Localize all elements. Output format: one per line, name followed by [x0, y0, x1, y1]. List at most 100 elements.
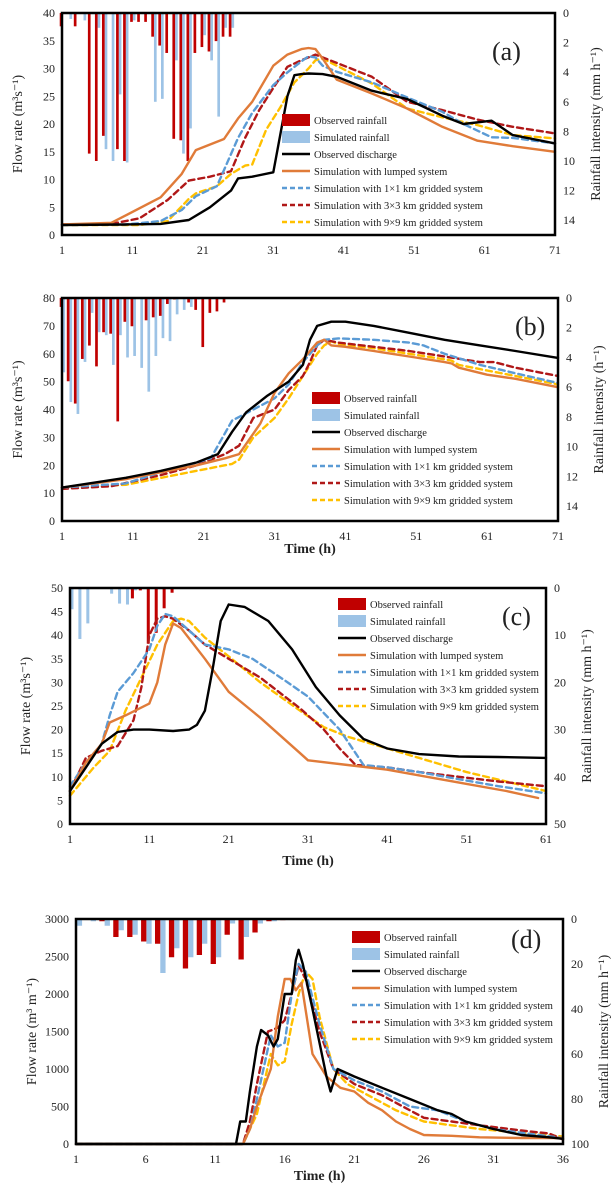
series-line-lumped: [60, 46, 557, 226]
observed-rainfall-bar: [208, 298, 212, 313]
observed-rainfall-bar: [109, 298, 113, 334]
observed-rainfall-bar: [201, 298, 205, 348]
legend-item-observed-discharge: Observed discharge: [352, 967, 467, 978]
observed-rainfall-bar: [158, 298, 162, 316]
y-tick-label: 80: [43, 291, 55, 305]
observed-rainfall-bar: [141, 919, 147, 942]
simulated-rainfall-bar: [104, 919, 110, 926]
y2-axis-label: Rainfall intensity (mm h⁻¹): [580, 629, 595, 783]
series-line-lumped: [60, 338, 560, 489]
plot-frame: [74, 917, 565, 1146]
panel-label: (b): [515, 312, 545, 341]
y-tick-label: 2500: [45, 950, 69, 964]
legend-item-simulated-rainfall: Simulated rainfall: [312, 409, 420, 422]
legend-text: Simulation with 9×9 km gridded system: [370, 702, 539, 713]
y2-tick-label: 20: [554, 675, 566, 689]
observed-rainfall-bar: [113, 919, 119, 937]
observed-rainfall-bar: [224, 919, 230, 935]
x-tick-label: 31: [302, 832, 314, 846]
y-tick-label: 50: [51, 581, 63, 595]
hydrograph-panel-c: 0 5 10 15 20 25 30 35 40 45 50 0 10 20 30 40 50 1 11 21 31 41…: [0, 575, 616, 880]
y2-tick-label: 6: [563, 95, 569, 109]
y-tick-label: 25: [43, 89, 55, 103]
series-line-observed-discharge: [60, 320, 560, 489]
series-line-lumped: [68, 622, 540, 800]
series-line-g9: [74, 970, 565, 1146]
simulated-rainfall-bar: [154, 298, 158, 356]
simulated-rainfall-bar: [118, 919, 124, 931]
y-axis-label: Flow rate (m³s⁻¹): [19, 657, 34, 756]
y2-tick-label: 30: [554, 723, 566, 737]
simulated-rainfall-bar: [112, 298, 115, 365]
observed-rainfall-bar: [95, 298, 98, 367]
panel-label: (a): [492, 37, 521, 66]
legend-item-observed-rainfall: Observed rainfall: [352, 931, 457, 944]
simulated-rainfall-bar: [125, 13, 129, 163]
series-line-observed-discharge: [74, 948, 565, 1146]
y2-tick-label: 8: [566, 410, 572, 424]
observed-rainfall-bar: [137, 13, 140, 22]
simulated-rainfall-bar: [126, 298, 129, 358]
observed-rainfall-bar: [123, 298, 127, 322]
y-tick-label: 1000: [45, 1062, 69, 1076]
simulated-rainfall-bar: [132, 919, 138, 935]
simulated-rainfall-bar: [76, 919, 83, 926]
series-line-g3: [60, 338, 560, 491]
legend-text: Simulation with 3×3 km gridded system: [314, 201, 483, 212]
observed-rainfall-bar: [154, 588, 158, 633]
legend-item-simulated-rainfall: Simulated rainfall: [282, 131, 390, 144]
simulated-rainfall-bar: [69, 298, 73, 403]
y-tick-label: 30: [51, 675, 63, 689]
y-tick-label: 10: [43, 173, 55, 187]
legend: Observed rainfall Simulated rainfall Obser…: [338, 598, 539, 713]
simulated-rainfall-bar: [202, 919, 208, 944]
simulated-rainfall-bar: [133, 298, 136, 356]
observed-rainfall-bar: [87, 13, 91, 154]
observed-rainfall-bar: [210, 919, 216, 964]
y2-tick-label: 0: [566, 291, 572, 305]
simulated-rainfall-bar: [70, 588, 74, 610]
simulated-rainfall-bar: [111, 13, 115, 161]
plot-frame: [60, 11, 557, 237]
legend-item-lumped: Simulation with lumped system: [338, 651, 503, 662]
y2-tick-label: 14: [566, 499, 578, 513]
simulated-rainfall-bar: [86, 588, 90, 624]
simulated-rainfall-bar: [182, 13, 185, 154]
legend-text: Simulation with lumped system: [344, 445, 477, 456]
simulated-rainfall-bar: [119, 298, 122, 336]
y-tick-label: 10: [43, 486, 55, 500]
panel-label: (d): [511, 925, 541, 954]
legend: Observed rainfall Simulated rainfall Obser…: [352, 931, 553, 1046]
y-tick-label: 10: [51, 770, 63, 784]
observed-rainfall-bar: [214, 13, 218, 42]
x-tick-label: 1: [59, 529, 65, 543]
x-axis-label: Time (h): [282, 854, 334, 869]
y2-tick-label: 14: [563, 213, 575, 227]
simulated-rainfall-bar: [147, 298, 151, 392]
legend-text: Simulation with 1×1 km gridded system: [344, 462, 513, 473]
simulated-rainfall-bar: [118, 13, 122, 95]
x-tick-label: 11: [127, 529, 139, 543]
x-tick-label: 11: [127, 243, 139, 257]
legend-text: Observed rainfall: [370, 600, 443, 611]
legend-item-g9: Simulation with 9×9 km gridded system: [312, 496, 513, 507]
legend-text: Simulation with 3×3 km gridded system: [384, 1018, 553, 1029]
legend-text: Simulation with 1×1 km gridded system: [370, 668, 539, 679]
simulated-rainfall-bar: [76, 298, 80, 414]
legend-text: Simulated rainfall: [344, 411, 420, 422]
legend-text: Simulation with 1×1 km gridded system: [384, 1001, 553, 1012]
y2-tick-label: 4: [566, 350, 572, 364]
simulated-rainfall-bar: [188, 919, 194, 958]
x-tick-label: 31: [487, 1152, 499, 1166]
observed-rainfall-bar: [130, 13, 133, 22]
x-axis-label: Time (h): [294, 1169, 346, 1184]
y2-tick-label: 12: [563, 184, 575, 198]
observed-rainfall-bar: [158, 13, 162, 46]
legend-item-g3: Simulation with 3×3 km gridded system: [312, 479, 513, 490]
legend-item-g3: Simulation with 3×3 km gridded system: [338, 685, 539, 696]
legend-swatch: [352, 931, 380, 943]
legend-text: Simulation with 9×9 km gridded system: [344, 496, 513, 507]
observed-rainfall-bar: [168, 919, 175, 958]
simulated-rainfall-bar: [189, 298, 193, 307]
